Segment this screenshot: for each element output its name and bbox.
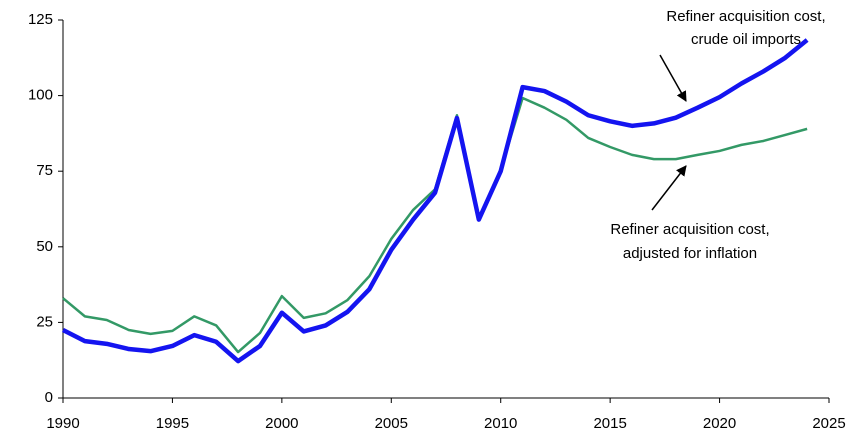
x-tick-label: 2020 (703, 415, 736, 432)
annotation: Refiner acquisition cost, (610, 221, 769, 238)
y-tick-label: 25 (36, 313, 53, 330)
x-tick-label: 2005 (375, 415, 408, 432)
y-tick-label: 125 (28, 11, 53, 28)
line-series (61, 38, 809, 364)
annotation: adjusted for inflation (623, 245, 757, 262)
y-tick-label: 0 (45, 389, 53, 406)
x-tick-label: 2010 (484, 415, 517, 432)
arrow (659, 54, 687, 102)
x-tick-label: 1990 (46, 415, 79, 432)
y-tick-label: 50 (36, 238, 53, 255)
y-tick-label: 75 (36, 162, 53, 179)
x-tick-label: 1995 (156, 415, 189, 432)
x-tick-label: 2015 (593, 415, 626, 432)
annotation: Refiner acquisition cost, (666, 8, 825, 25)
annotation: crude oil imports (691, 31, 801, 48)
y-tick-label: 100 (28, 87, 53, 104)
x-tick-label: 2000 (265, 415, 298, 432)
arrow (651, 165, 687, 211)
x-tick-label: 2025 (812, 415, 845, 432)
